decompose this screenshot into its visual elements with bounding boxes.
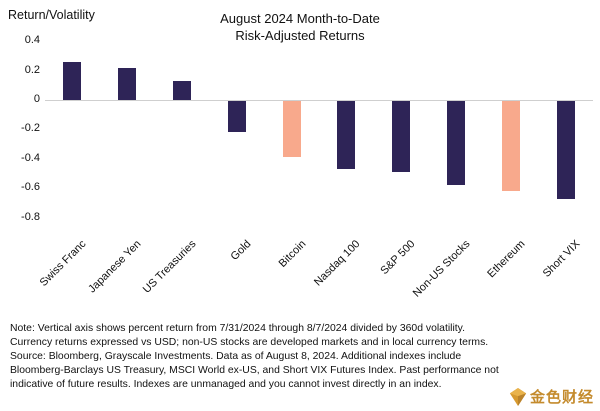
y-tick-label: 0.2	[24, 63, 40, 76]
watermark: 金色财经	[509, 386, 594, 407]
footnote: Note: Vertical axis shows percent return…	[10, 322, 595, 392]
footnote-line: Note: Vertical axis shows percent return…	[10, 323, 465, 334]
y-tick-label: 0.4	[24, 34, 40, 47]
y-axis-label: Return/Volatility	[8, 8, 95, 22]
y-tick-label: -0.2	[21, 122, 40, 135]
y-tick-label: 0	[33, 93, 40, 105]
y-tick-label: -0.6	[21, 181, 40, 194]
chart-title: August 2024 Month-to-Date Risk-Adjusted …	[150, 10, 450, 44]
y-tick-label: -0.4	[21, 151, 40, 164]
bar	[282, 101, 301, 157]
bar	[556, 101, 575, 200]
bar	[501, 101, 520, 191]
footnote-line: Source: Bloomberg, Grayscale Investments…	[10, 351, 462, 362]
bar	[227, 101, 246, 132]
footnote-line: Currency returns expressed vs USD; non-U…	[10, 337, 489, 348]
bar	[392, 101, 411, 172]
bar	[337, 101, 356, 169]
bar	[63, 61, 82, 100]
chart-title-line1: August 2024 Month-to-Date	[220, 11, 380, 26]
chart-title-line2: Risk-Adjusted Returns	[235, 28, 365, 43]
bar	[173, 80, 191, 100]
plot-area	[45, 30, 593, 230]
gem-icon	[509, 387, 527, 406]
watermark-text: 金色财经	[529, 389, 594, 406]
bar	[118, 67, 137, 100]
footnote-line: indicative of future results. Indexes ar…	[10, 379, 442, 390]
footnote-line: Bloomberg-Barclays US Treasury, MSCI Wor…	[10, 365, 499, 376]
bar	[447, 101, 465, 185]
y-tick-label: -0.8	[21, 210, 40, 223]
zero-axis-line	[45, 100, 593, 101]
